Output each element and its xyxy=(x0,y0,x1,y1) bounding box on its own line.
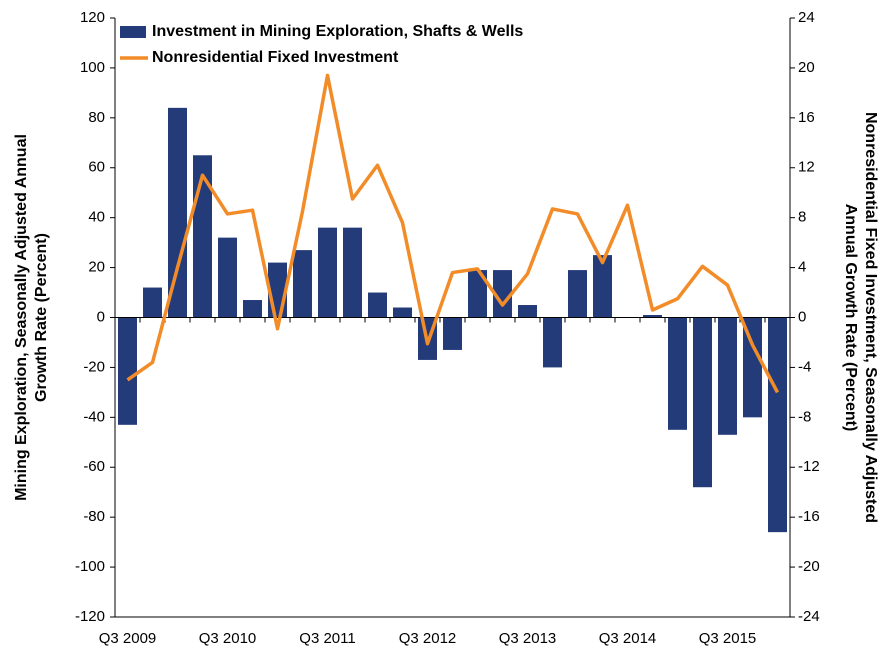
legend-swatch xyxy=(120,26,146,38)
y-axis-label-line: Mining Exploration, Seasonally Adjusted … xyxy=(13,134,30,501)
y2-tick-label: -12 xyxy=(798,458,820,475)
bar xyxy=(493,270,512,318)
bar xyxy=(518,305,537,318)
y2-tick-label: 24 xyxy=(798,9,815,26)
bar xyxy=(443,317,462,350)
y-tick-label: 20 xyxy=(88,259,105,276)
bar xyxy=(643,315,662,318)
bar xyxy=(743,317,762,418)
y2-axis-label: Nonresidential Fixed Investment, Seasona… xyxy=(842,112,879,523)
x-tick-label: Q3 2013 xyxy=(499,630,557,647)
y2-tick-label: 8 xyxy=(798,209,806,226)
x-tick-label: Q3 2009 xyxy=(99,630,157,647)
bar xyxy=(768,317,787,533)
y2-tick-label: 0 xyxy=(798,308,806,325)
bar xyxy=(718,317,737,435)
bar xyxy=(293,250,312,318)
y2-tick-label: -16 xyxy=(798,508,820,525)
bar xyxy=(568,270,587,318)
y-tick-label: -20 xyxy=(83,358,105,375)
bar xyxy=(543,317,562,368)
bar xyxy=(343,227,362,318)
bar xyxy=(118,317,137,425)
y2-tick-label: -24 xyxy=(798,608,820,625)
y-tick-label: -40 xyxy=(83,408,105,425)
bar xyxy=(593,255,612,318)
y2-tick-label: -20 xyxy=(798,558,820,575)
bar xyxy=(318,227,337,318)
y-tick-label: -120 xyxy=(75,608,105,625)
y-tick-label: -80 xyxy=(83,508,105,525)
y-tick-label: -60 xyxy=(83,458,105,475)
bar xyxy=(243,300,262,318)
y2-axis-label-line: Nonresidential Fixed Investment, Seasona… xyxy=(862,112,879,523)
x-tick-label: Q3 2011 xyxy=(299,630,355,647)
y2-tick-label: -8 xyxy=(798,408,811,425)
y-tick-label: 60 xyxy=(88,159,105,176)
y-axis-label: Mining Exploration, Seasonally Adjusted … xyxy=(13,134,50,501)
bar xyxy=(668,317,687,430)
bar xyxy=(168,107,187,318)
bar xyxy=(468,270,487,318)
x-tick-label: Q3 2010 xyxy=(199,630,257,647)
bar xyxy=(693,317,712,488)
y2-tick-label: 12 xyxy=(798,159,815,176)
x-tick-label: Q3 2012 xyxy=(399,630,457,647)
y2-tick-label: 16 xyxy=(798,109,815,126)
bar xyxy=(218,237,237,318)
y-tick-label: -100 xyxy=(75,558,105,575)
y-tick-label: 40 xyxy=(88,209,105,226)
bar xyxy=(368,292,387,318)
line xyxy=(126,73,780,394)
x-tick-label: Q3 2015 xyxy=(699,630,757,647)
y2-tick-label: 4 xyxy=(798,259,806,276)
bar xyxy=(393,307,412,318)
legend-text: Nonresidential Fixed Investment xyxy=(152,49,399,66)
y2-axis-label-line: Annual Growth Rate (Percent) xyxy=(842,204,859,432)
legend-text: Investment in Mining Exploration, Shafts… xyxy=(152,23,523,40)
bar xyxy=(143,287,162,318)
y2-tick-label: 20 xyxy=(798,59,815,76)
y-tick-label: 80 xyxy=(88,109,105,126)
y-tick-label: 100 xyxy=(80,59,105,76)
y-tick-label: 0 xyxy=(97,308,105,325)
x-tick-label: Q3 2014 xyxy=(599,630,657,647)
y2-tick-label: -4 xyxy=(798,358,811,375)
y-tick-label: 120 xyxy=(80,9,105,26)
y-axis-label-line: Growth Rate (Percent) xyxy=(33,233,50,402)
